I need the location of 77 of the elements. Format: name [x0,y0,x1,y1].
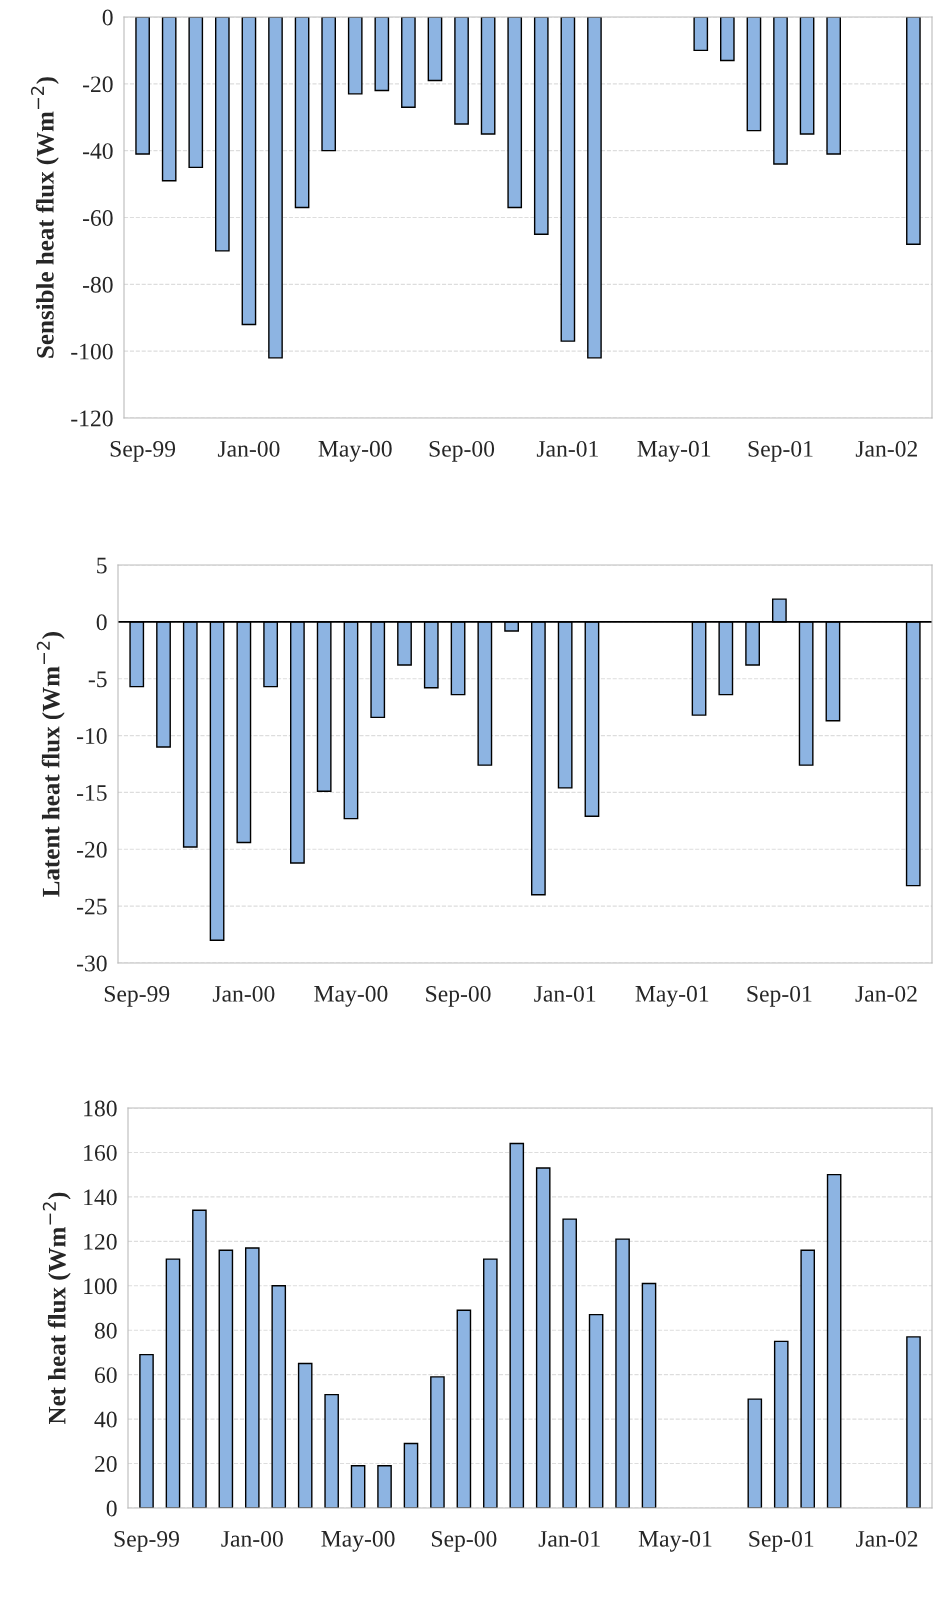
y-tick-label: -25 [76,898,107,915]
y-axis-title: Net heat flux (Wm$^{−2}$) [42,1192,71,1425]
y-tick-label: -120 [71,410,113,427]
y-tick-label: -5 [88,671,107,688]
y-tick-label: -80 [82,276,113,293]
bar [800,1249,816,1508]
x-tick-label: Jan-00 [212,985,275,1002]
x-tick-label: Jan-01 [538,1530,600,1547]
x-tick-label: Jan-02 [856,1530,918,1547]
y-axis-title: Sensible heat flux (Wm$^{−2}$) [30,77,59,358]
x-tick-label: Sep-01 [747,985,812,1007]
y-tick-label: -100 [71,343,113,360]
bar [244,1247,260,1508]
y-tick-label: -20 [82,76,113,93]
bar [483,1258,498,1508]
y-tick-label: -15 [76,785,107,801]
x-tick-label: May-01 [637,440,711,462]
bar [588,1313,604,1508]
bar [535,1167,551,1508]
bar [615,1238,630,1508]
y-tick-label: 140 [84,1189,117,1206]
y-tick-label: -40 [82,143,113,160]
bar [906,1336,921,1508]
y-tick-label: 20 [95,1456,117,1472]
bar [271,1285,287,1508]
x-tick-label: Sep-00 [429,440,495,462]
x-tick-label: May-00 [314,985,388,1007]
x-tick-label: Sep-00 [426,985,491,1007]
x-tick-label: Jan-01 [536,440,598,457]
x-tick-label: Jan-00 [221,1530,283,1547]
y-tick-label: 80 [94,1322,117,1339]
bar [403,1442,419,1508]
y-tick-label: 180 [84,1100,117,1117]
x-tick-label: Jan-00 [217,440,280,457]
bar [747,1398,763,1508]
y-tick-label: -20 [76,841,107,858]
x-tick-label: May-01 [635,985,709,1007]
y-tick-label: 0 [106,1500,117,1517]
y-tick-label: -60 [82,209,113,226]
x-tick-label: Sep-99 [104,985,170,1007]
bar [377,1465,392,1508]
x-tick-label: May-01 [638,1530,712,1552]
y-tick-label: -30 [76,955,107,972]
bar [509,1142,525,1508]
bar [826,1173,842,1508]
x-tick-label: Sep-01 [749,1530,814,1552]
x-tick-label: Jan-01 [534,985,596,1002]
y-tick-label: 0 [96,614,107,631]
bar [297,1362,313,1508]
x-tick-label: Sep-99 [114,1530,179,1552]
bar [192,1209,207,1508]
y-tick-label: 100 [84,1278,117,1295]
bar [773,1340,789,1508]
y-tick-label: 40 [94,1411,117,1428]
bar [641,1282,657,1508]
x-tick-label: Jan-02 [855,985,917,1002]
bar [456,1309,472,1508]
x-tick-label: Sep-00 [432,1530,497,1552]
y-tick-label: 160 [84,1144,117,1161]
y-tick-label: 5 [97,557,107,574]
bar [430,1376,445,1508]
x-tick-label: May-00 [318,440,392,462]
x-tick-label: Sep-99 [110,440,176,462]
bar [350,1465,366,1508]
bar [562,1218,577,1508]
bar [324,1393,339,1508]
y-tick-label: 0 [102,9,113,26]
y-tick-label: 120 [84,1233,117,1250]
bar [218,1249,234,1508]
x-tick-label: Sep-01 [748,440,813,462]
bar [139,1353,154,1508]
x-tick-label: May-00 [321,1530,395,1552]
bar [165,1258,181,1508]
x-tick-label: Jan-02 [855,440,917,457]
y-axis-title: Latent heat flux (Wm$^{−2}$) [36,632,65,897]
y-tick-label: -10 [76,728,107,744]
y-tick-label: 60 [94,1367,117,1384]
